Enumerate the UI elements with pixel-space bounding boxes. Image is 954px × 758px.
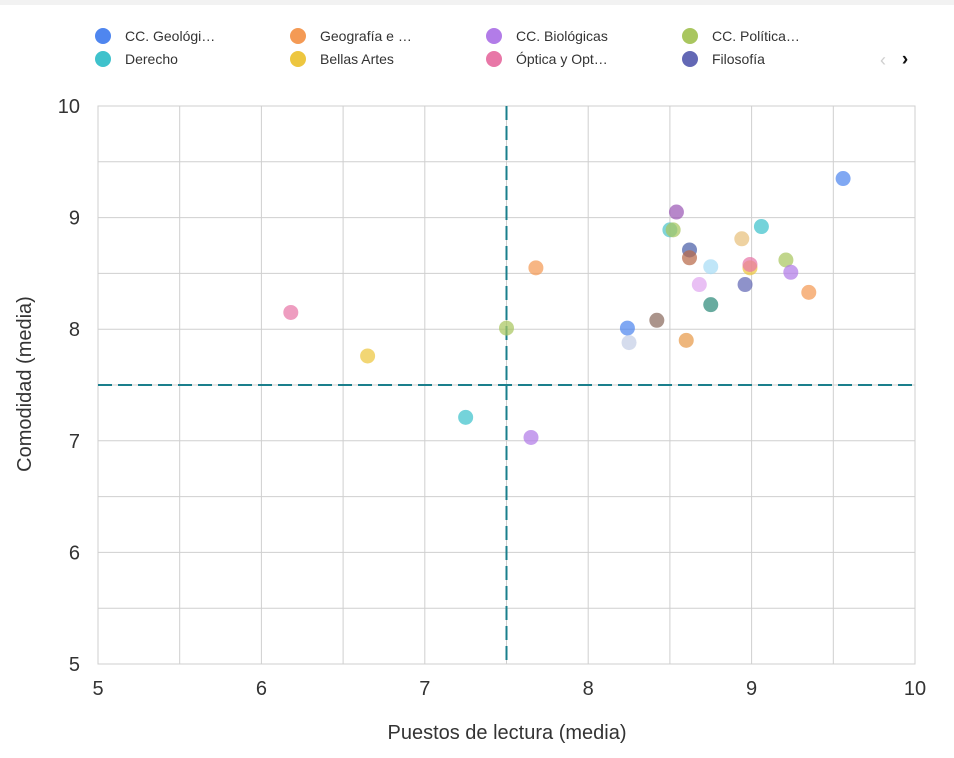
legend-item[interactable]: Óptica y Opt… bbox=[486, 50, 608, 68]
data-point bbox=[691, 277, 707, 293]
data-point bbox=[835, 171, 851, 187]
legend-swatch bbox=[486, 28, 502, 44]
y-tick-label: 5 bbox=[69, 654, 80, 676]
legend-label: CC. Geológi… bbox=[125, 28, 216, 44]
data-point bbox=[668, 204, 684, 220]
x-tick-label: 9 bbox=[746, 678, 757, 700]
legend-label: Óptica y Opt… bbox=[516, 51, 608, 67]
data-point bbox=[734, 231, 750, 247]
legend-label: CC. Política… bbox=[712, 28, 800, 44]
data-point bbox=[678, 332, 694, 348]
legend-item[interactable]: Geografía e … bbox=[290, 27, 412, 45]
data-point bbox=[778, 252, 794, 268]
x-tick-label: 5 bbox=[92, 678, 103, 700]
data-point bbox=[621, 335, 637, 351]
data-point bbox=[703, 259, 719, 275]
legend-swatch bbox=[486, 51, 502, 67]
y-tick-label: 7 bbox=[69, 431, 80, 453]
data-points bbox=[283, 171, 851, 445]
legend-item[interactable]: Bellas Artes bbox=[290, 50, 394, 68]
legend-label: Bellas Artes bbox=[320, 51, 394, 67]
data-point bbox=[665, 222, 681, 238]
x-tick-label: 8 bbox=[583, 678, 594, 700]
data-point bbox=[649, 312, 665, 328]
legend-next-icon[interactable]: › bbox=[901, 49, 909, 70]
legend-swatch bbox=[682, 28, 698, 44]
legend-prev-icon[interactable]: ‹ bbox=[880, 50, 886, 70]
x-tick-label: 7 bbox=[419, 678, 430, 700]
y-tick-label: 9 bbox=[69, 208, 80, 230]
data-point bbox=[682, 250, 698, 266]
y-tick-label: 10 bbox=[58, 96, 80, 118]
y-tick-label: 8 bbox=[69, 319, 80, 341]
data-point bbox=[619, 320, 635, 336]
y-axis-title: Comodidad (media) bbox=[14, 296, 36, 472]
data-point bbox=[360, 348, 376, 364]
legend-label: CC. Biológicas bbox=[516, 28, 608, 44]
legend-swatch bbox=[95, 51, 111, 67]
tick-labels: 5 6 7 8 9 10 5 6 7 8 9 10 bbox=[58, 96, 926, 700]
x-tick-label: 6 bbox=[256, 678, 267, 700]
data-point bbox=[737, 277, 753, 293]
legend-swatch bbox=[682, 51, 698, 67]
x-axis-title: Puestos de lectura (media) bbox=[387, 722, 626, 744]
x-tick-label: 10 bbox=[904, 678, 926, 700]
data-point bbox=[528, 260, 544, 276]
top-bar bbox=[0, 0, 954, 5]
legend-swatch bbox=[95, 28, 111, 44]
data-point bbox=[523, 429, 539, 445]
data-point bbox=[703, 297, 719, 313]
data-point bbox=[283, 304, 299, 320]
legend-item[interactable]: CC. Biológicas bbox=[486, 27, 608, 45]
legend-label: Filosofía bbox=[712, 51, 765, 67]
legend-swatch bbox=[290, 51, 306, 67]
legend-item[interactable]: CC. Geológi… bbox=[95, 27, 215, 45]
y-tick-label: 6 bbox=[69, 542, 80, 564]
data-point bbox=[458, 409, 474, 425]
data-point bbox=[742, 256, 758, 272]
legend-item[interactable]: Derecho bbox=[95, 50, 178, 68]
legend-swatch bbox=[290, 28, 306, 44]
data-point bbox=[783, 264, 799, 280]
data-point bbox=[801, 284, 817, 300]
legend-label: Derecho bbox=[125, 51, 178, 67]
legend-item[interactable]: Filosofía bbox=[682, 50, 765, 68]
data-point bbox=[753, 219, 769, 235]
reference-lines bbox=[98, 106, 915, 664]
legend: CC. Geológi… Geografía e … CC. Biológicas C… bbox=[95, 27, 855, 73]
legend-item[interactable]: CC. Política… bbox=[682, 27, 800, 45]
legend-label: Geografía e … bbox=[320, 28, 412, 44]
data-point bbox=[499, 320, 514, 336]
